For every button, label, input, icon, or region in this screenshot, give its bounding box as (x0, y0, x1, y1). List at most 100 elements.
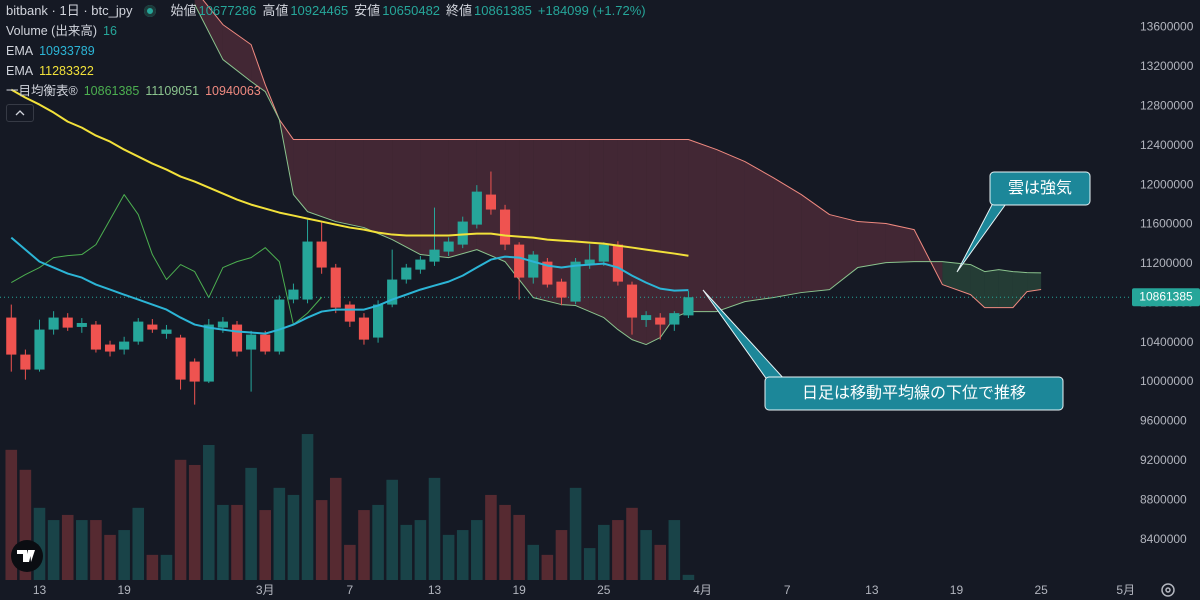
volume-bar (485, 494, 497, 580)
candle-body (6, 317, 17, 355)
volume-bar (188, 464, 201, 580)
plot-area (0, 0, 1130, 580)
candle-body (584, 259, 595, 264)
candle-body (274, 299, 285, 352)
axes: 8400000 8800000 9200000 9600000 10000000 1040… (33, 20, 1200, 597)
logo-mark[interactable] (17, 550, 35, 562)
volume-bar (160, 554, 173, 580)
ichimoku-lagging (11, 194, 323, 326)
volume-bar (541, 554, 554, 580)
volume-bar (47, 520, 60, 580)
volume-bar (104, 534, 116, 580)
legend-name: EMA (6, 44, 34, 58)
collapse-button[interactable] (6, 104, 34, 122)
cloud-segment (307, 139, 336, 222)
x-tick-label: 7 (347, 583, 354, 597)
chevron[interactable] (15, 110, 25, 116)
candle-body (528, 254, 539, 278)
x-tick-label: 4月 (693, 583, 712, 597)
candle-body (401, 267, 412, 280)
candle-body (104, 344, 116, 352)
candle-body (598, 244, 609, 262)
volume-bar (682, 574, 695, 580)
volume-bar (612, 520, 624, 580)
candle-body (570, 261, 581, 302)
candle-body (316, 241, 327, 268)
callout-text: 日足は移動平均線の下位で推移 (802, 384, 1026, 402)
volume-bar (301, 434, 314, 580)
legend-row: Volume (出来高) 16 (6, 21, 646, 41)
candle-body (161, 329, 172, 334)
ohlc-label: 始値 (170, 3, 197, 18)
legend-value: 10861385 (83, 84, 140, 98)
candle-body (683, 297, 694, 316)
cloud-segment (857, 221, 886, 268)
legend-row: EMA 10933789 (6, 41, 646, 61)
legend-value: 10940063 (205, 84, 261, 98)
volume-bar (273, 487, 286, 580)
legend: bitbank · 1日 · btc_jpy 始値 10677286 高値 10924… (6, 1, 646, 122)
cloud-segment (716, 149, 745, 312)
legend-name: Volume (出来高) (6, 24, 97, 38)
legend-value: 11109051 (145, 84, 200, 98)
candle-body (514, 244, 525, 278)
candle-body (189, 361, 200, 382)
x-tick-label: 13 (428, 583, 442, 597)
ema-line (10, 88, 689, 257)
callout-box (989, 171, 1091, 206)
volume-bar (315, 500, 328, 580)
cloud-segment (251, 44, 266, 92)
price-label: 10861385 (1139, 289, 1193, 303)
volume-bar (471, 520, 483, 580)
y-tick-label: 10000000 (1140, 374, 1194, 388)
change-value: +184099 (+1.72%) (537, 3, 646, 18)
callout-pointer (956, 200, 1009, 273)
candle-body (372, 304, 384, 338)
callout: 雲は強気 (956, 171, 1091, 273)
gear-outer[interactable] (1161, 583, 1175, 597)
candle-body (175, 337, 186, 380)
x-tick-label: 7 (784, 583, 791, 597)
status-icon[interactable] (144, 5, 157, 17)
volume-bar (414, 520, 427, 580)
ohlc-value: 10924465 (290, 3, 349, 18)
candle-body (387, 279, 398, 305)
x-tick-label: 19 (117, 583, 131, 597)
cloud-segment (984, 269, 999, 308)
candle-body (471, 191, 482, 225)
volume-bar (640, 530, 652, 580)
volume-bar (400, 524, 413, 580)
volume-bar (90, 520, 102, 580)
volume-bar (598, 524, 610, 580)
candle-body (90, 324, 102, 350)
volume-bar (287, 494, 300, 580)
volume-bar (583, 548, 596, 580)
y-tick-label: 13600000 (1140, 20, 1194, 34)
cloud-segment (829, 214, 858, 290)
logo[interactable] (11, 540, 43, 572)
cloud-segment (222, 24, 252, 82)
y-tick-label: 11200000 (1140, 256, 1193, 270)
y-tick-label: 8400000 (1140, 532, 1187, 546)
callout-text: 雲は強気 (1008, 179, 1072, 197)
legend-name: EMA (6, 64, 34, 78)
symbol[interactable]: bitbank · 1日 · btc_jpy (6, 3, 133, 18)
cloud-segment (660, 139, 675, 338)
ichimoku-span-a (194, 4, 1042, 346)
candle-body (485, 194, 497, 210)
volume-bar (231, 504, 243, 580)
cloud-segment (885, 223, 915, 263)
cloud-segment (392, 139, 421, 255)
legend-row: 一目均衡表® 10861385 11109051 10940063 (6, 81, 646, 101)
gear-inner[interactable] (1165, 587, 1171, 593)
settings-button[interactable] (1161, 583, 1175, 597)
y-tick-label: 11600000 (1140, 217, 1193, 231)
callout-box (764, 376, 1064, 411)
cloud-segment (674, 139, 689, 318)
volume-bar (442, 534, 455, 580)
x-tick-label: 13 (33, 583, 47, 597)
y-tick-label: 13200000 (1140, 59, 1194, 73)
